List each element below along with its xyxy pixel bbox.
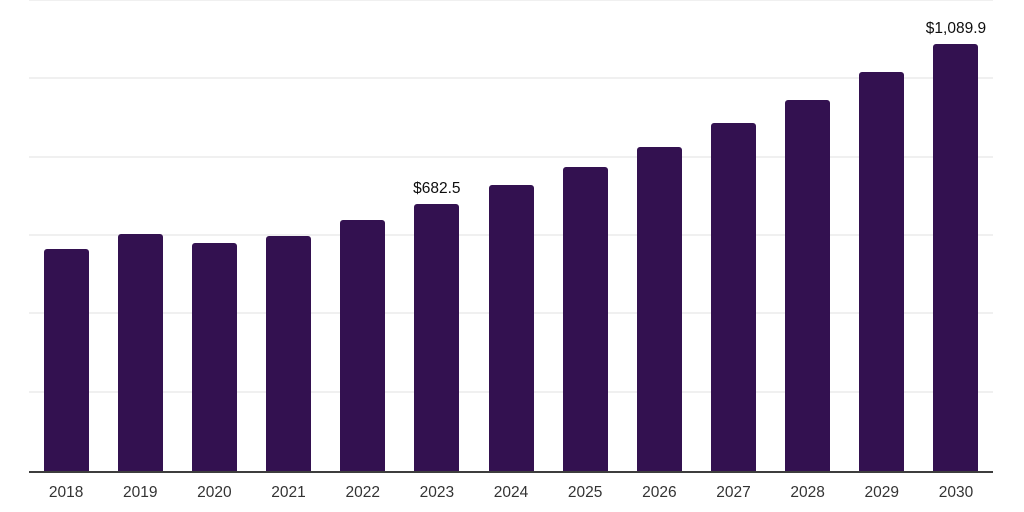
x-axis: 2018 2019 2020 2021 2022 2023 2024 2025 2026 2027… <box>29 473 993 502</box>
bar-2027 <box>710 123 756 471</box>
plot-area: $682.5 $1,089.9 <box>29 0 993 473</box>
gridline-800 <box>29 155 993 158</box>
bar-slot-2029 <box>845 0 919 471</box>
bar-2024 <box>488 185 534 471</box>
bar-slot-2030: $1,089.9 <box>919 0 993 471</box>
bar-slot-2022 <box>326 0 400 471</box>
x-tick-2030: 2030 <box>938 484 974 501</box>
bar-slot-2019 <box>103 0 177 471</box>
x-tick-2024: 2024 <box>493 484 529 501</box>
bar-2019 <box>117 234 163 471</box>
bar-2029 <box>859 72 905 471</box>
bar-value-label-2030: $1,089.9 <box>925 20 987 38</box>
x-tick-2020: 2020 <box>197 484 232 501</box>
x-tick-2018: 2018 <box>48 484 84 501</box>
bars-container: $682.5 $1,089.9 <box>29 0 993 471</box>
x-tick-2022: 2022 <box>345 484 380 501</box>
bar-2021 <box>266 235 312 471</box>
x-tick-2021: 2021 <box>271 484 306 501</box>
x-tick-2019: 2019 <box>122 484 158 501</box>
bar-slot-2020 <box>177 0 251 471</box>
x-tick-2025: 2025 <box>567 484 603 501</box>
bar-slot-2021 <box>251 0 325 471</box>
bar-2025 <box>562 167 608 471</box>
gridline-1000 <box>29 77 993 80</box>
bar-slot-2027 <box>696 0 770 471</box>
x-tick-2023: 2023 <box>419 484 455 501</box>
bar-2018 <box>43 248 89 471</box>
bar-2026 <box>636 147 682 471</box>
gridline-1200 <box>29 0 993 1</box>
x-tick-2029: 2029 <box>864 484 900 501</box>
bar-slot-2023: $682.5 <box>400 0 474 471</box>
bar-slot-2025 <box>548 0 622 471</box>
bar-slot-2028 <box>771 0 845 471</box>
x-tick-2026: 2026 <box>642 484 677 501</box>
bar-slot-2018 <box>29 0 103 471</box>
bar-slot-2024 <box>474 0 548 471</box>
x-tick-2027: 2027 <box>716 484 751 501</box>
bar-value-label-2023: $682.5 <box>413 179 461 197</box>
bar-2030 <box>933 44 979 471</box>
x-tick-2028: 2028 <box>790 484 825 501</box>
bar-2022 <box>340 220 386 471</box>
bar-slot-2026 <box>622 0 696 471</box>
bar-2023 <box>414 203 460 471</box>
bar-2028 <box>785 99 831 471</box>
bar-2020 <box>191 243 237 471</box>
